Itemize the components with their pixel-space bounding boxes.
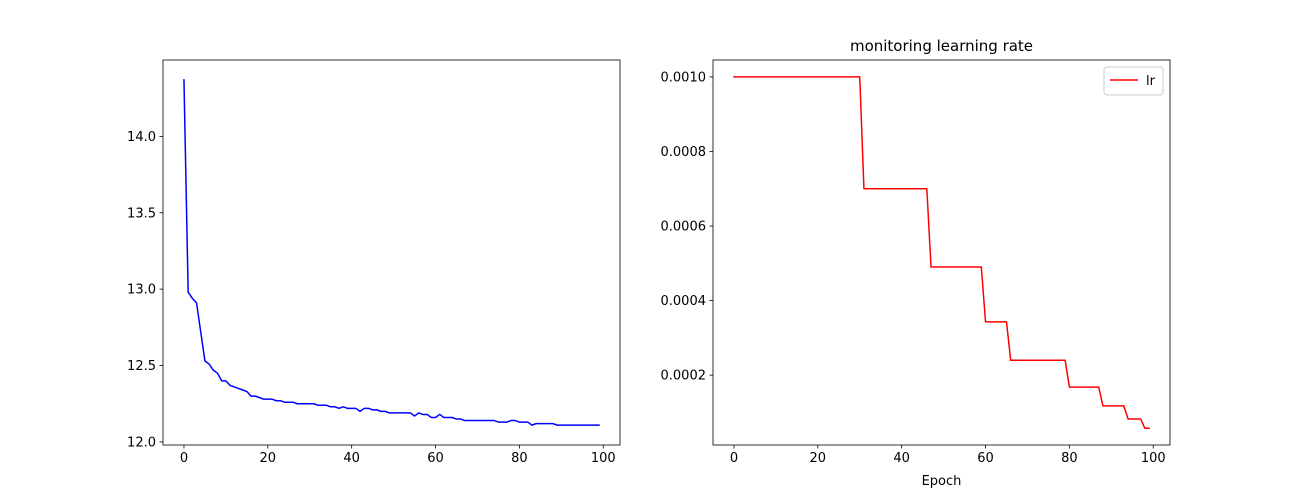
y-tick-label: 14.0 [127, 130, 156, 145]
x-tick-label: 100 [1141, 451, 1166, 466]
learning-rate-plot: 0 20 40 60 80 100 0.0002 0.0004 0.0006 0.0008 0.00… [661, 37, 1171, 489]
y-tick-label: 0.0008 [661, 145, 707, 160]
x-tick-label: 40 [893, 451, 910, 466]
x-tick-label: 60 [977, 451, 994, 466]
x-tick-label: 0 [180, 451, 188, 466]
x-tick-label: 40 [343, 451, 360, 466]
y-tick-label: 12.0 [127, 435, 156, 450]
chart-title: monitoring learning rate [850, 37, 1033, 55]
x-tick-label: 80 [511, 451, 528, 466]
axes-frame [712, 59, 1171, 446]
legend-box [1103, 66, 1164, 96]
x-tick-label: 60 [427, 451, 444, 466]
plot-area [713, 60, 1170, 445]
y-tick-label: 13.0 [127, 283, 156, 298]
y-tick-label: 0.0002 [661, 369, 707, 384]
x-tick-label: 100 [591, 451, 616, 466]
y-tick-label: 0.0006 [661, 220, 707, 235]
legend-label: lr [1146, 74, 1156, 89]
legend: lr [1103, 66, 1164, 96]
axes-frame [162, 59, 621, 446]
x-tick-label: 80 [1061, 451, 1078, 466]
loss-plot: 0 20 40 60 80 100 12.0 12.5 13.0 13.5 14.0 [127, 59, 621, 466]
x-tick-label: 20 [260, 451, 277, 466]
series-line-0 [183, 79, 600, 426]
y-tick-label: 13.5 [127, 206, 156, 221]
x-axis-label: Epoch [922, 474, 962, 489]
plot-area [163, 60, 620, 445]
series-line-lr [733, 76, 1150, 429]
x-tick-label: 0 [730, 451, 738, 466]
x-tick-label: 20 [810, 451, 827, 466]
y-tick-label: 0.0004 [661, 294, 707, 309]
y-tick-label: 0.0010 [661, 70, 707, 85]
y-tick-label: 12.5 [127, 359, 156, 374]
